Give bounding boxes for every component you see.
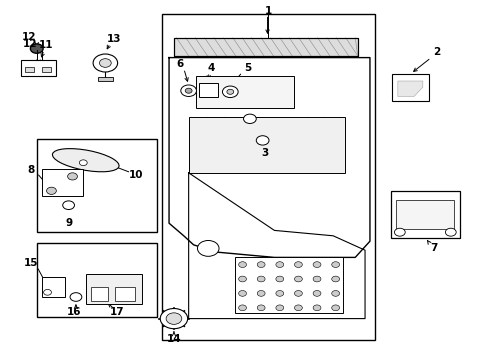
Circle shape <box>44 289 51 295</box>
Circle shape <box>257 276 265 282</box>
Ellipse shape <box>52 149 119 172</box>
Circle shape <box>294 291 302 296</box>
Circle shape <box>227 89 234 94</box>
Circle shape <box>181 85 196 96</box>
Text: 5: 5 <box>244 63 251 73</box>
Circle shape <box>332 262 340 267</box>
Circle shape <box>185 88 192 93</box>
Bar <box>396 200 454 229</box>
Text: 17: 17 <box>110 307 125 318</box>
Circle shape <box>276 305 284 311</box>
Circle shape <box>394 228 405 236</box>
Circle shape <box>197 240 219 256</box>
Bar <box>392 74 429 101</box>
Bar <box>391 191 460 238</box>
Bar <box>174 38 358 56</box>
Bar <box>37 139 157 232</box>
Bar <box>115 287 135 301</box>
Circle shape <box>239 305 246 311</box>
Circle shape <box>313 276 321 282</box>
Text: 2: 2 <box>434 47 441 57</box>
Circle shape <box>276 291 284 296</box>
Circle shape <box>239 276 246 282</box>
Circle shape <box>222 86 238 98</box>
Circle shape <box>160 309 188 329</box>
Text: 4: 4 <box>207 63 215 73</box>
Circle shape <box>166 313 182 324</box>
Circle shape <box>99 59 111 67</box>
Text: 14: 14 <box>167 334 181 344</box>
Circle shape <box>313 291 321 296</box>
Text: 15: 15 <box>24 258 38 268</box>
Bar <box>199 83 218 97</box>
Circle shape <box>313 262 321 267</box>
Bar <box>196 76 294 108</box>
Circle shape <box>276 262 284 267</box>
Text: 12: 12 <box>23 39 38 49</box>
Bar <box>86 274 142 304</box>
Circle shape <box>294 276 302 282</box>
Text: 11: 11 <box>39 40 54 50</box>
Circle shape <box>257 305 265 311</box>
Circle shape <box>445 228 456 236</box>
Bar <box>174 38 358 56</box>
Circle shape <box>93 54 118 72</box>
Circle shape <box>332 276 340 282</box>
Circle shape <box>70 293 82 301</box>
Text: 6: 6 <box>177 59 184 69</box>
Circle shape <box>239 291 246 296</box>
Bar <box>21 60 56 76</box>
Text: 12: 12 <box>22 32 37 42</box>
Bar <box>42 277 65 297</box>
Circle shape <box>30 44 43 53</box>
Text: 16: 16 <box>67 307 82 318</box>
Circle shape <box>294 305 302 311</box>
Bar <box>37 243 157 317</box>
Text: 1: 1 <box>265 6 272 16</box>
Bar <box>235 257 343 313</box>
Circle shape <box>257 291 265 296</box>
Bar <box>42 169 83 196</box>
Circle shape <box>239 262 246 267</box>
Text: 9: 9 <box>65 218 72 228</box>
Bar <box>189 117 345 173</box>
Text: 3: 3 <box>261 148 268 158</box>
Text: 13: 13 <box>107 34 122 44</box>
Bar <box>98 77 113 81</box>
Circle shape <box>294 262 302 267</box>
Text: 10: 10 <box>129 170 144 180</box>
Circle shape <box>68 173 77 180</box>
Circle shape <box>63 201 74 210</box>
Text: 8: 8 <box>27 165 34 175</box>
Circle shape <box>332 305 340 311</box>
Bar <box>42 67 51 72</box>
Bar <box>24 67 34 72</box>
Circle shape <box>244 114 256 123</box>
Circle shape <box>79 160 87 166</box>
Circle shape <box>257 262 265 267</box>
Circle shape <box>47 187 56 194</box>
Bar <box>162 14 375 340</box>
Circle shape <box>332 291 340 296</box>
Bar <box>91 287 108 301</box>
Polygon shape <box>398 81 423 96</box>
Circle shape <box>256 136 269 145</box>
Circle shape <box>313 305 321 311</box>
Text: 7: 7 <box>430 243 438 253</box>
Circle shape <box>276 276 284 282</box>
